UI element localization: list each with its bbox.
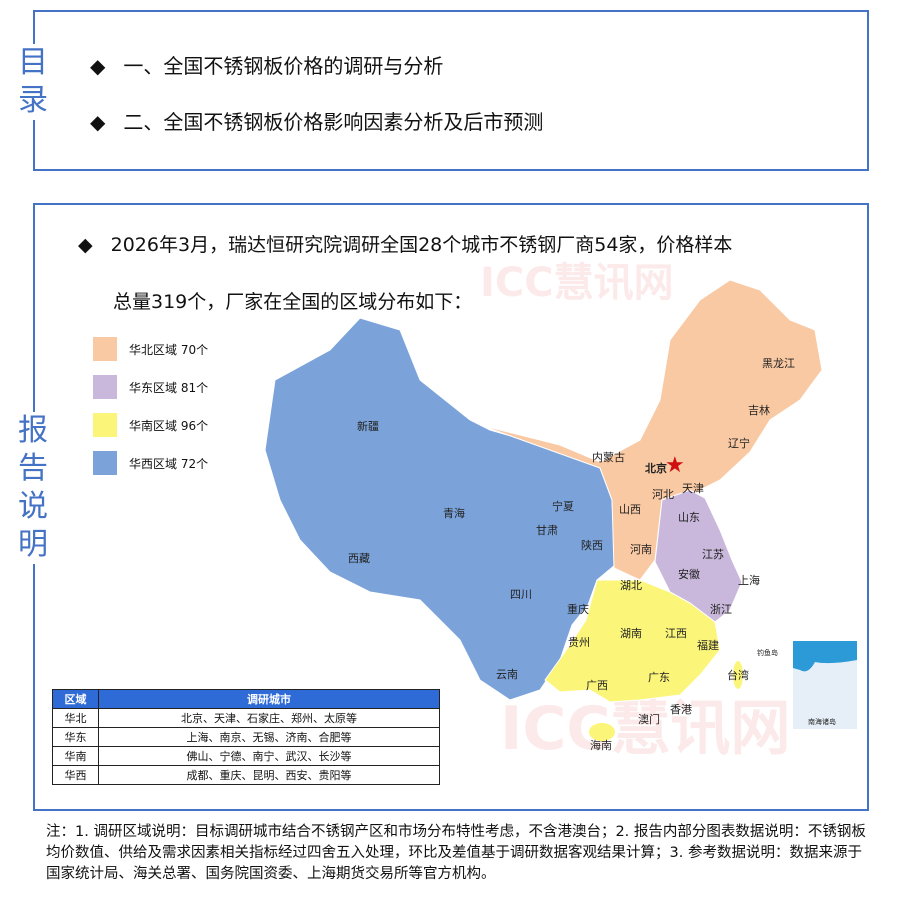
map-label-ningxia: 宁夏	[552, 500, 574, 513]
region-cell: 华西	[52, 765, 99, 785]
map-label-gansu: 甘肃	[536, 524, 558, 537]
map-label-sichuan: 四川	[510, 588, 532, 601]
intro-line-1: ◆ 2026年3月，瑞达恒研究院调研全国28个城市不锈钢厂商54家，价格样本	[78, 230, 732, 257]
region-south	[544, 579, 721, 703]
legend-label: 华西区域 72个	[129, 456, 209, 471]
watermark: ICC慧讯网	[480, 260, 674, 306]
legend-label: 华北区域 70个	[129, 342, 209, 357]
legend-item: 华西区域 72个	[93, 451, 208, 475]
legend-label: 华南区域 96个	[129, 418, 209, 433]
cities-cell: 佛山、宁德、南宁、武汉、长沙等	[98, 746, 440, 766]
legend-swatch	[93, 451, 117, 475]
map-label-guizhou: 贵州	[568, 636, 590, 649]
region-cell: 华南	[52, 746, 99, 766]
legend-swatch	[93, 375, 117, 399]
map-label-xinjiang: 新疆	[357, 420, 379, 433]
legend-item: 华南区域 96个	[93, 413, 208, 437]
region-east	[654, 489, 743, 623]
cities-cell: 成都、重庆、昆明、西安、贵阳等	[98, 765, 440, 785]
legend-swatch	[93, 413, 117, 437]
diamond-bullet-icon: ◆	[90, 110, 106, 134]
region-cell: 华北	[52, 708, 99, 728]
map-label-shanxi: 山西	[619, 503, 641, 516]
map-label-qinghai: 青海	[443, 507, 465, 520]
toc-item-text: 二、全国不锈钢板价格影响因素分析及后市预测	[123, 110, 544, 134]
taiwan-island	[733, 661, 743, 689]
map-label-hongkong: 香港	[670, 703, 692, 716]
map-label-tianjin: 天津	[682, 482, 704, 495]
hainan-island	[589, 723, 615, 741]
toc-side-label: 目录	[16, 44, 50, 120]
map-label-nanhai: 南海诸岛	[808, 718, 836, 726]
table-header: 区域	[52, 689, 99, 709]
map-label-shaanxi: 陕西	[581, 539, 603, 552]
legend-label: 华东区域 81个	[129, 380, 209, 395]
map-label-macau: 澳门	[638, 713, 660, 726]
beijing-star-icon: ★	[665, 453, 685, 478]
table-row: 华南 佛山、宁德、南宁、武汉、长沙等	[52, 746, 440, 766]
intro-line-2: 总量319个，厂家在全国的区域分布如下：	[113, 291, 473, 313]
table-row: 华北 北京、天津、石家庄、郑州、太原等	[52, 708, 440, 728]
map-label-xizang: 西藏	[348, 552, 370, 565]
map-label-hainan: 海南	[590, 739, 612, 752]
map-label-yunnan: 云南	[496, 668, 518, 681]
region-cell: 华东	[52, 727, 99, 747]
map-label-hubei: 湖北	[620, 579, 642, 592]
diamond-bullet-icon: ◆	[78, 234, 93, 256]
nanhai-inset-land	[793, 641, 857, 672]
report-side-label: 报告说明	[16, 412, 50, 564]
table-row: 华西 成都、重庆、昆明、西安、贵阳等	[52, 765, 440, 785]
map-label-liaoning: 辽宁	[728, 437, 750, 450]
map-label-zhejiang: 浙江	[710, 603, 732, 616]
footnote: 注：1. 调研区域说明：目标调研城市结合不锈钢产区和市场分布特性考虑，不含港澳台…	[46, 824, 866, 882]
diamond-bullet-icon: ◆	[90, 54, 106, 78]
map-label-fujian: 福建	[697, 639, 719, 652]
cities-cell: 北京、天津、石家庄、郑州、太原等	[98, 708, 440, 728]
table-row: 华东 上海、南京、无锡、济南、合肥等	[52, 727, 440, 747]
map-label-diaoyu: 钓鱼岛	[757, 649, 778, 657]
map-label-henan: 河南	[630, 543, 652, 556]
region-west	[264, 317, 616, 701]
map-label-jiangsu: 江苏	[702, 548, 724, 561]
map-label-anhui: 安徽	[678, 568, 700, 581]
map-label-shanghai: 上海	[738, 574, 760, 587]
map-label-jilin: 吉林	[748, 404, 770, 417]
map-label-hebei: 河北	[652, 488, 674, 501]
map-label-taiwan: 台湾	[727, 669, 749, 682]
map-label-jiangxi: 江西	[665, 627, 687, 640]
map-label-hunan: 湖南	[620, 627, 642, 640]
watermark: ICC慧讯网	[500, 694, 791, 764]
region-city-table: 区域 调研城市 华北 北京、天津、石家庄、郑州、太原等 华东 上海、南京、无锡、济南、合…	[52, 689, 440, 785]
cities-cell: 上海、南京、无锡、济南、合肥等	[98, 727, 440, 747]
map-label-shandong: 山东	[678, 511, 700, 524]
legend-item: 华东区域 81个	[93, 375, 208, 399]
intro-text: 2026年3月，瑞达恒研究院调研全国28个城市不锈钢厂商54家，价格样本	[110, 234, 733, 256]
map-label-guangxi: 广西	[586, 679, 608, 692]
legend-swatch	[93, 337, 117, 361]
map-label-beijing: 北京	[645, 462, 667, 475]
legend-item: 华北区域 70个	[93, 337, 208, 361]
table-header: 调研城市	[98, 689, 440, 709]
toc-item-2[interactable]: ◆ 二、全国不锈钢板价格影响因素分析及后市预测	[90, 106, 543, 135]
map-label-neimenggu: 内蒙古	[592, 451, 625, 464]
map-label-guangdong: 广东	[648, 671, 670, 684]
toc-item-1[interactable]: ◆ 一、全国不锈钢板价格的调研与分析	[90, 50, 443, 79]
toc-item-text: 一、全国不锈钢板价格的调研与分析	[123, 54, 444, 78]
map-label-heilongjiang: 黑龙江	[762, 357, 795, 370]
map-label-chongqing: 重庆	[567, 603, 589, 616]
